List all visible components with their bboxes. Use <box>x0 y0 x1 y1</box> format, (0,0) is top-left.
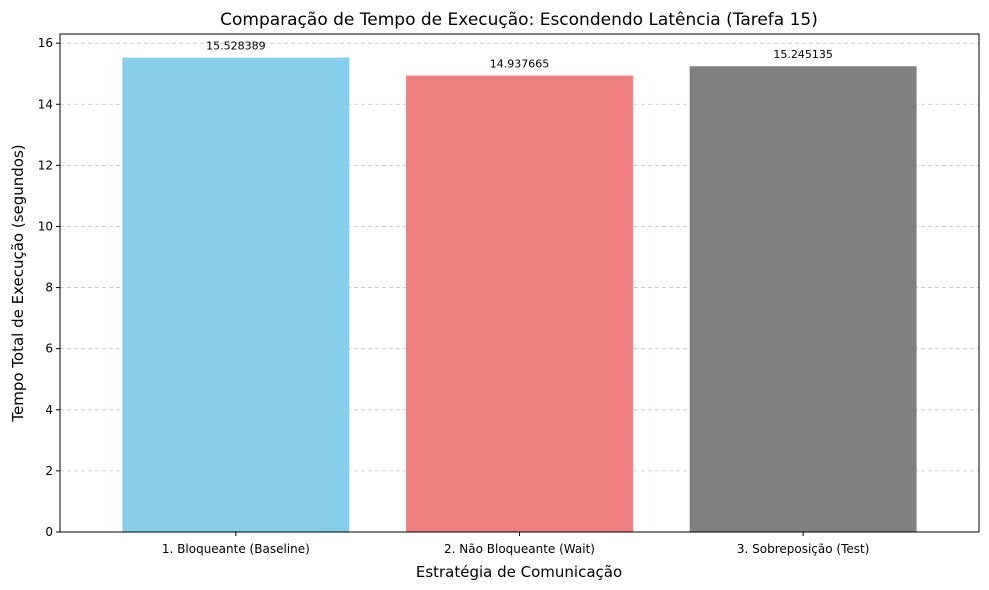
y-tick-label: 14 <box>38 97 53 111</box>
bar-value-label: 15.245135 <box>773 48 833 61</box>
bars <box>122 57 917 533</box>
y-tick-label: 16 <box>38 36 53 50</box>
y-tick-label: 8 <box>45 281 53 295</box>
x-tick-label: 3. Sobreposição (Test) <box>737 542 870 556</box>
x-axis-label: Estratégia de Comunicação <box>416 563 622 581</box>
x-tick-label: 1. Bloqueante (Baseline) <box>162 542 310 556</box>
y-tick-label: 0 <box>45 525 53 539</box>
y-axis-label: Tempo Total de Execução (segundos) <box>9 144 27 422</box>
y-tick-label: 12 <box>38 158 53 172</box>
bar <box>122 57 350 532</box>
data-labels: 15.528389 14.937665 15.245135 <box>206 40 833 71</box>
y-tick-label: 4 <box>45 403 53 417</box>
chart-title: Comparação de Tempo de Execução: Esconde… <box>220 10 818 30</box>
y-tick-label: 6 <box>45 342 53 356</box>
bar <box>689 66 917 532</box>
y-tick-label: 10 <box>38 219 53 233</box>
y-tick-label: 2 <box>45 464 53 478</box>
x-axis: 1. Bloqueante (Baseline) 2. Não Bloqueant… <box>162 532 870 556</box>
bar-value-label: 14.937665 <box>490 58 550 71</box>
x-tick-label: 2. Não Bloqueante (Wait) <box>444 542 595 556</box>
bar-value-label: 15.528389 <box>206 40 266 53</box>
y-axis: 0 2 4 6 8 10 12 14 16 <box>38 36 60 539</box>
bar <box>406 75 633 533</box>
